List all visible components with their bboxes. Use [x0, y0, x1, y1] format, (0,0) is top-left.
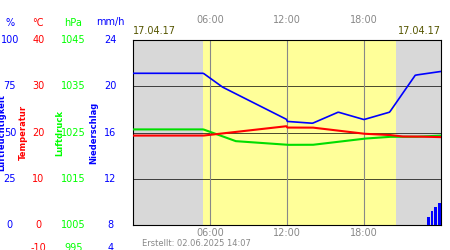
Text: 8: 8: [107, 220, 113, 230]
Text: 30: 30: [32, 81, 45, 91]
Bar: [438, 204, 441, 225]
Text: -10: -10: [31, 243, 46, 250]
Text: 1015: 1015: [61, 174, 86, 184]
Text: 12: 12: [104, 174, 117, 184]
Text: 18:00: 18:00: [350, 15, 378, 25]
Text: Temperatur: Temperatur: [19, 105, 28, 160]
Text: 1035: 1035: [61, 81, 86, 91]
Text: 50: 50: [4, 128, 16, 138]
Text: 25: 25: [4, 174, 16, 184]
Text: 1005: 1005: [61, 220, 86, 230]
Text: 20: 20: [32, 128, 45, 138]
Text: 0: 0: [35, 220, 41, 230]
Text: 17.04.17: 17.04.17: [398, 26, 441, 36]
Text: 40: 40: [32, 35, 45, 45]
Bar: [133, 40, 203, 225]
Text: 10: 10: [32, 174, 45, 184]
Bar: [427, 217, 430, 225]
Text: Niederschlag: Niederschlag: [89, 102, 98, 164]
Bar: [203, 40, 396, 225]
Text: mm/h: mm/h: [96, 18, 125, 28]
Text: 06:00: 06:00: [196, 15, 224, 25]
Bar: [434, 206, 437, 225]
Text: 16: 16: [104, 128, 117, 138]
Text: 0: 0: [7, 220, 13, 230]
Text: %: %: [5, 18, 14, 28]
Bar: [431, 211, 433, 225]
Text: 1025: 1025: [61, 128, 86, 138]
Text: Luftdruck: Luftdruck: [55, 110, 64, 156]
Text: Luftfeuchtigkeit: Luftfeuchtigkeit: [0, 94, 6, 171]
Text: 1045: 1045: [61, 35, 86, 45]
Text: 100: 100: [1, 35, 19, 45]
Text: hPa: hPa: [64, 18, 82, 28]
Text: Erstellt: 02.06.2025 14:07: Erstellt: 02.06.2025 14:07: [142, 238, 251, 248]
Bar: [396, 40, 441, 225]
Text: 4: 4: [107, 243, 113, 250]
Text: 17.04.17: 17.04.17: [133, 26, 176, 36]
Text: °C: °C: [32, 18, 44, 28]
Text: 995: 995: [64, 243, 83, 250]
Text: 12:00: 12:00: [273, 15, 301, 25]
Text: 24: 24: [104, 35, 117, 45]
Text: 20: 20: [104, 81, 117, 91]
Text: 75: 75: [4, 81, 16, 91]
